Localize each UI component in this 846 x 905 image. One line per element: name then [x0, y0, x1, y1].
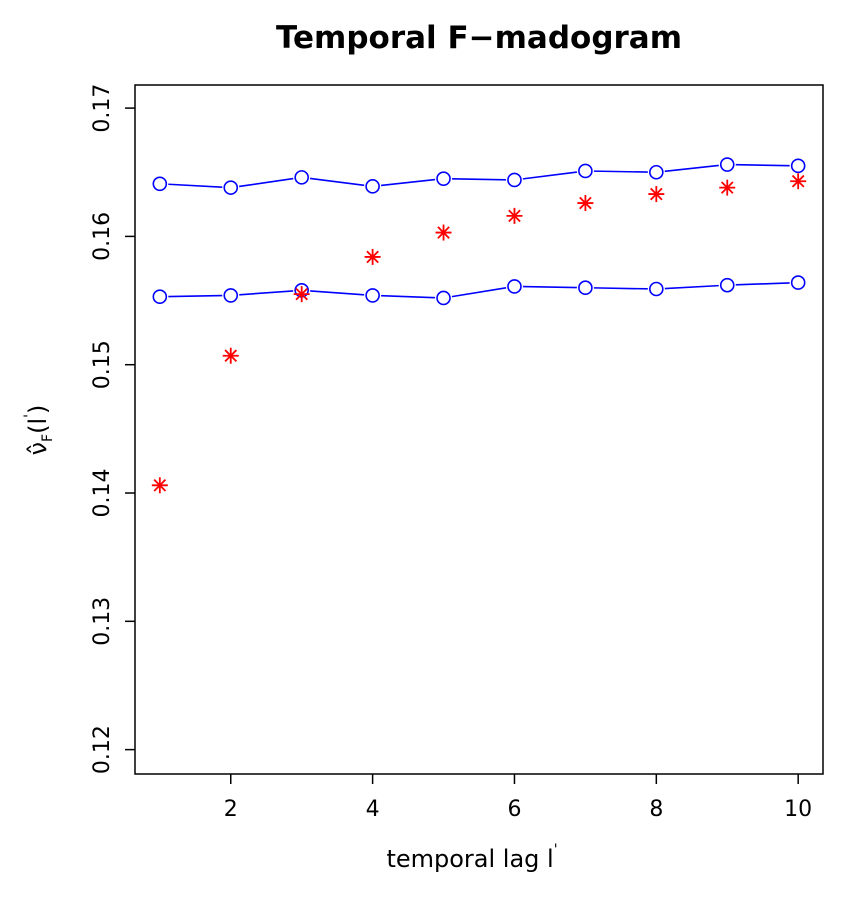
- lower-band-point: [578, 280, 593, 296]
- y-tick-label: 0.12: [90, 725, 115, 774]
- estimate-point: [364, 248, 381, 265]
- lower-band-point: [649, 281, 664, 297]
- upper-band-segment: [593, 170, 648, 173]
- estimate-point: [435, 224, 452, 241]
- y-axis-label: ν̂F(l'): [22, 405, 56, 456]
- x-tick-label: 2: [224, 797, 238, 822]
- lower-band-point: [365, 288, 380, 303]
- upper-band-point: [507, 172, 522, 188]
- lower-band-point: [152, 289, 168, 305]
- upper-band-point: [649, 164, 664, 180]
- estimate-point: [790, 173, 807, 190]
- y-axis: 0.12 0.13 0.14 0.15 0.16 0.17: [90, 84, 135, 774]
- lower-band-segment: [239, 290, 294, 296]
- lower-band-segment: [381, 294, 436, 299]
- lower-band-segment: [310, 290, 365, 296]
- lower-band-point: [436, 290, 451, 306]
- x-tick-label: 6: [507, 797, 521, 822]
- estimate-point: [151, 477, 168, 494]
- upper-band-point: [294, 170, 309, 185]
- y-tick-label: 0.14: [90, 469, 115, 518]
- upper-band-point: [152, 176, 168, 192]
- x-axis-label: temporal lag l': [386, 842, 557, 873]
- upper-band-point: [578, 163, 593, 179]
- lower-band-point: [719, 277, 735, 293]
- chart-title: Temporal F−madogram: [276, 20, 682, 56]
- plot-frame: [134, 84, 824, 775]
- lower-band-point: [790, 275, 806, 290]
- upper-band-point: [790, 158, 806, 174]
- y-tick-label: 0.16: [90, 212, 115, 261]
- upper-band-segment: [239, 177, 294, 188]
- lower-band-point: [507, 279, 522, 294]
- upper-band-segment: [735, 163, 790, 167]
- estimate-point: [719, 179, 736, 196]
- upper-band-point: [223, 180, 239, 195]
- y-tick-label: 0.13: [90, 597, 115, 646]
- upper-band-segment: [380, 178, 436, 187]
- lower-band-segment: [664, 284, 719, 290]
- upper-band-segment: [664, 164, 719, 173]
- lower-band-segment: [735, 282, 790, 286]
- upper-band-segment: [522, 171, 578, 180]
- upper-band-segment: [310, 177, 365, 187]
- lower-band-segment: [593, 287, 648, 290]
- estimate-point: [222, 347, 239, 364]
- y-tick-label: 0.17: [90, 84, 115, 133]
- x-tick-label: 8: [649, 797, 663, 822]
- upper-band-point: [719, 157, 735, 172]
- lower-band-segment: [168, 294, 223, 298]
- upper-band-point: [365, 179, 380, 194]
- estimate-point: [293, 286, 310, 303]
- lower-band-segment: [522, 285, 577, 289]
- series-layer: [151, 157, 807, 494]
- estimate-point: [577, 195, 594, 212]
- upper-band-point: [436, 171, 451, 186]
- lower-band-point: [223, 288, 239, 303]
- x-tick-label: 4: [366, 797, 380, 822]
- estimate-point: [506, 207, 523, 224]
- upper-band-segment: [168, 183, 223, 188]
- x-tick-label: 10: [784, 797, 812, 822]
- upper-band-segment: [452, 178, 506, 181]
- y-tick-label: 0.15: [90, 340, 115, 389]
- x-axis: 2 4 6 8 10: [224, 774, 812, 822]
- lower-band-segment: [451, 287, 507, 298]
- estimate-point: [648, 186, 665, 203]
